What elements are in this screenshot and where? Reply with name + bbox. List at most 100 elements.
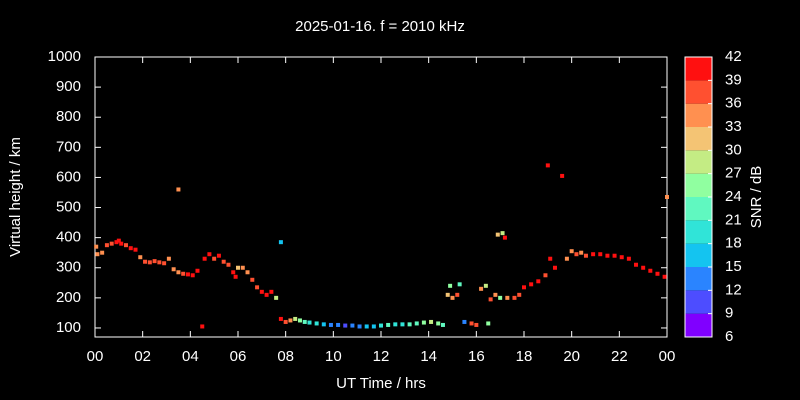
point (605, 253, 610, 258)
point (502, 235, 507, 240)
colorbar-band (685, 173, 712, 197)
point (486, 321, 491, 326)
point (195, 268, 200, 273)
point (95, 252, 100, 257)
point (583, 253, 588, 258)
point (407, 322, 412, 327)
colorbar-tick-label: 39 (725, 71, 742, 88)
point (598, 252, 603, 257)
point (100, 250, 105, 255)
point (278, 316, 283, 321)
point (109, 241, 114, 246)
point (94, 244, 99, 249)
point (512, 295, 517, 300)
point (259, 289, 264, 294)
x-tick-label: 02 (134, 348, 151, 365)
x-tick-label: 08 (277, 348, 294, 365)
point (176, 187, 181, 192)
point (190, 273, 195, 278)
colorbar-band (685, 267, 712, 291)
point (448, 283, 453, 288)
point (505, 295, 510, 300)
point (483, 283, 488, 288)
point (569, 249, 574, 254)
y-tick-label: 800 (56, 108, 81, 125)
colorbar-tick-label: 6 (725, 328, 733, 345)
point (522, 285, 526, 290)
point (393, 322, 398, 327)
point (498, 295, 503, 300)
point (421, 320, 426, 325)
point (181, 271, 186, 276)
point (328, 322, 333, 327)
colorbar-tick-label: 18 (725, 235, 742, 252)
colorbar-band (685, 57, 712, 81)
point (157, 260, 162, 265)
x-tick-label: 04 (182, 348, 199, 365)
y-tick-label: 700 (56, 138, 81, 155)
point (548, 256, 553, 261)
point (250, 277, 255, 282)
colorbar-tick-label: 27 (725, 165, 742, 182)
point (302, 319, 307, 324)
point (207, 252, 212, 257)
point (379, 323, 383, 328)
colorbar-band (685, 103, 712, 127)
colorbar-band (685, 290, 712, 314)
point (536, 279, 541, 284)
point (200, 324, 205, 329)
point (274, 295, 279, 300)
point (469, 321, 474, 326)
point (500, 231, 505, 236)
colorbar-tick-label: 30 (725, 141, 742, 158)
point (574, 252, 579, 257)
point (231, 270, 236, 275)
colorbar-tick-label: 15 (725, 258, 742, 275)
point (655, 271, 660, 276)
point (221, 259, 226, 264)
point (269, 289, 274, 294)
y-tick-label: 600 (56, 168, 81, 185)
point (445, 292, 450, 297)
colorbar-band (685, 80, 712, 104)
y-tick-label: 200 (56, 289, 81, 306)
point (400, 322, 405, 327)
x-tick-label: 14 (420, 348, 437, 365)
colorbar-tick-label: 21 (725, 211, 742, 228)
point (479, 286, 484, 291)
point (236, 265, 240, 270)
point (495, 232, 500, 237)
x-tick-label: 06 (230, 348, 247, 365)
point (386, 322, 391, 327)
y-tick-label: 100 (56, 319, 81, 336)
point (240, 265, 245, 270)
point (119, 241, 124, 246)
point (579, 250, 584, 255)
point (612, 253, 617, 258)
point (357, 324, 362, 329)
point (264, 292, 269, 297)
point (634, 262, 639, 267)
point (176, 270, 181, 275)
point (474, 322, 479, 327)
point (233, 274, 238, 279)
point (529, 282, 534, 287)
point (517, 292, 522, 297)
point (619, 255, 624, 260)
point (648, 268, 653, 273)
point (543, 273, 548, 278)
x-tick-label: 10 (325, 348, 342, 365)
colorbar-band (685, 243, 712, 267)
point (662, 274, 667, 279)
point (202, 256, 207, 261)
point (564, 256, 569, 261)
point (436, 321, 441, 326)
point (152, 259, 157, 264)
colorbar-band (685, 197, 712, 221)
x-tick-label: 16 (468, 348, 485, 365)
colorbar-band (685, 127, 712, 151)
x-tick-label: 00 (87, 348, 104, 365)
y-axis-label: Virtual height / km (7, 137, 24, 257)
point (143, 259, 148, 264)
